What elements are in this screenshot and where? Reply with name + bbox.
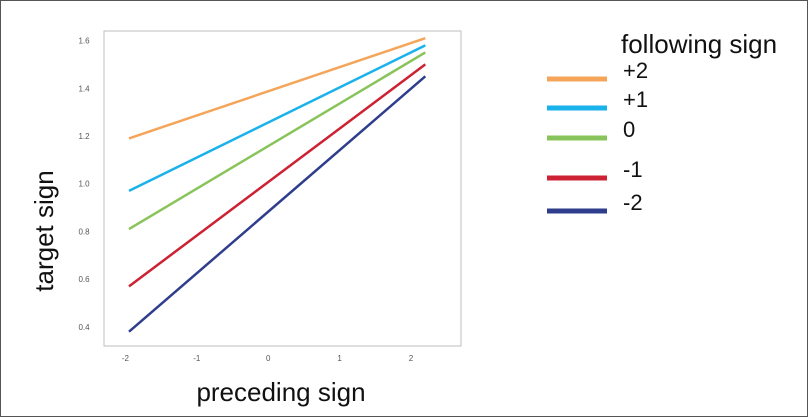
legend-label: +1 [623, 87, 648, 112]
legend: following sign +2 +1 0 -1 -2 [547, 29, 777, 215]
legend-label: -2 [623, 190, 643, 215]
y-axis-title: target sign [29, 170, 59, 291]
legend-label: +2 [623, 58, 648, 83]
legend-title: following sign [621, 29, 777, 59]
series-line [128, 63, 427, 288]
series-line [128, 44, 426, 193]
x-tick-label: 0 [266, 354, 271, 363]
y-tick-label: 1.6 [78, 37, 90, 46]
legend-label: 0 [623, 117, 635, 142]
x-tick-label: -1 [193, 354, 201, 363]
plot-area [103, 30, 462, 347]
x-axis-title: preceding sign [196, 377, 365, 407]
series-line [128, 75, 427, 333]
y-tick-label: 1.2 [78, 132, 90, 141]
y-tick-label: 0.6 [78, 275, 90, 284]
x-tick-label: 2 [409, 354, 414, 363]
series-line [128, 51, 426, 231]
y-axis-ticks: 0.4 0.6 0.8 1.0 1.2 1.4 1.6 [78, 37, 90, 332]
y-tick-label: 1.0 [78, 180, 90, 189]
x-tick-label: 1 [337, 354, 342, 363]
x-axis-ticks: -2 -1 0 1 2 [122, 354, 414, 363]
legend-label: -1 [623, 157, 643, 182]
x-tick-label: -2 [122, 354, 130, 363]
series-line [128, 36, 426, 140]
series-lines [128, 36, 427, 333]
y-tick-label: 1.4 [78, 84, 90, 93]
y-tick-label: 0.4 [78, 323, 90, 332]
y-tick-label: 0.8 [78, 227, 90, 236]
